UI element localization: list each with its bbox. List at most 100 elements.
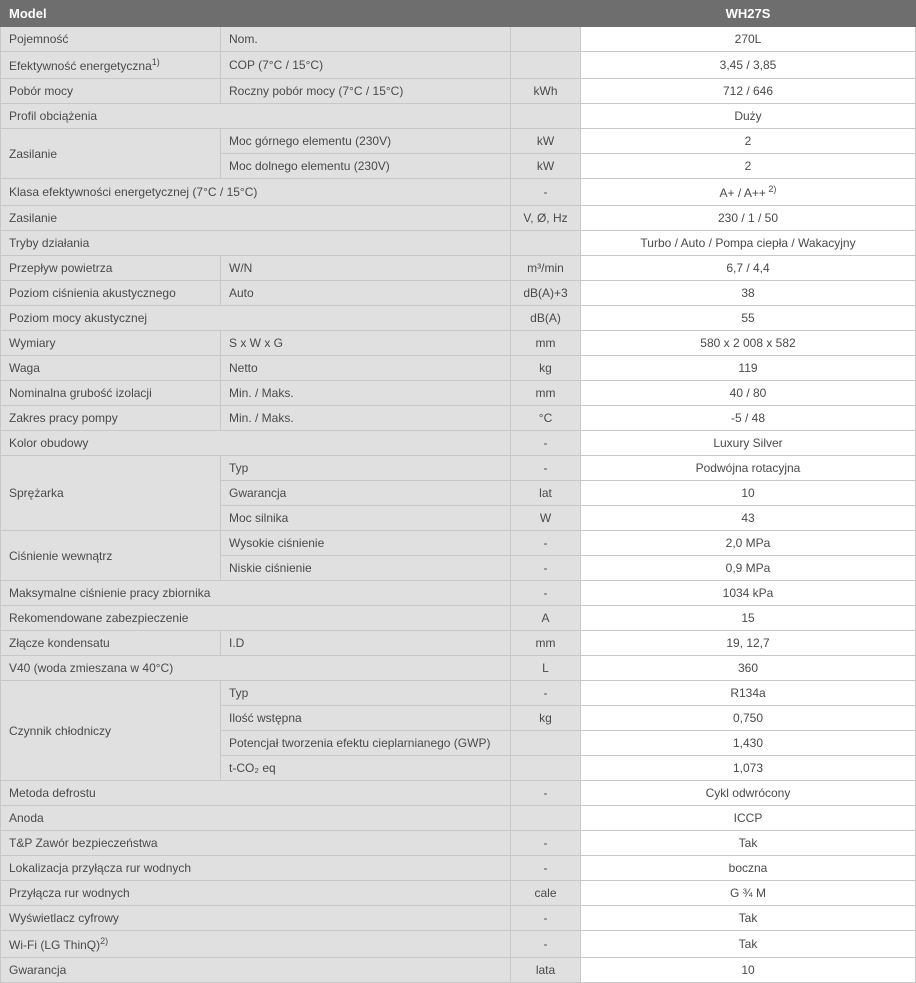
row-sublabel: Gwarancja bbox=[221, 481, 511, 506]
footnote-ref: 1) bbox=[152, 57, 160, 67]
table-row: Efektywność energetyczna1)COP (7°C / 15°… bbox=[1, 52, 916, 79]
row-label: Kolor obudowy bbox=[1, 431, 511, 456]
row-label: T&P Zawór bezpieczeństwa bbox=[1, 831, 511, 856]
row-value: 19, 12,7 bbox=[581, 631, 916, 656]
row-unit: mm bbox=[511, 331, 581, 356]
row-sublabel: Min. / Maks. bbox=[221, 406, 511, 431]
row-label: Lokalizacja przyłącza rur wodnych bbox=[1, 856, 511, 881]
table-row: Zakres pracy pompyMin. / Maks.°C-5 / 48 bbox=[1, 406, 916, 431]
row-value: Tak bbox=[581, 931, 916, 958]
row-label: Poziom mocy akustycznej bbox=[1, 306, 511, 331]
row-value: 10 bbox=[581, 958, 916, 983]
row-label: Zasilanie bbox=[1, 206, 511, 231]
row-value: 270L bbox=[581, 27, 916, 52]
row-label: Profil obciążenia bbox=[1, 104, 511, 129]
table-row: Ciśnienie wewnątrzWysokie ciśnienie-2,0 … bbox=[1, 531, 916, 556]
row-sublabel: Ilość wstępna bbox=[221, 706, 511, 731]
row-value: ICCP bbox=[581, 806, 916, 831]
row-unit: mm bbox=[511, 381, 581, 406]
row-value: Duży bbox=[581, 104, 916, 129]
row-label: Poziom ciśnienia akustycznego bbox=[1, 281, 221, 306]
row-unit bbox=[511, 731, 581, 756]
row-value: 2,0 MPa bbox=[581, 531, 916, 556]
row-unit: - bbox=[511, 681, 581, 706]
row-unit bbox=[511, 806, 581, 831]
row-value: 10 bbox=[581, 481, 916, 506]
row-unit: lata bbox=[511, 958, 581, 983]
row-label: Maksymalne ciśnienie pracy zbiornika bbox=[1, 581, 511, 606]
row-unit: kW bbox=[511, 154, 581, 179]
row-group-label: Ciśnienie wewnątrz bbox=[1, 531, 221, 581]
row-sublabel: I.D bbox=[221, 631, 511, 656]
row-unit: - bbox=[511, 906, 581, 931]
row-sublabel: Netto bbox=[221, 356, 511, 381]
row-unit: kg bbox=[511, 706, 581, 731]
row-unit: - bbox=[511, 531, 581, 556]
row-value: 0,9 MPa bbox=[581, 556, 916, 581]
row-value: 55 bbox=[581, 306, 916, 331]
row-sublabel: S x W x G bbox=[221, 331, 511, 356]
row-label: Pojemność bbox=[1, 27, 221, 52]
row-value: G ¾ M bbox=[581, 881, 916, 906]
row-label: Tryby działania bbox=[1, 231, 511, 256]
row-unit bbox=[511, 104, 581, 129]
row-unit: dB(A) bbox=[511, 306, 581, 331]
row-label: Metoda defrostu bbox=[1, 781, 511, 806]
row-unit: kWh bbox=[511, 79, 581, 104]
row-value: 1034 kPa bbox=[581, 581, 916, 606]
row-unit: dB(A)+3 bbox=[511, 281, 581, 306]
row-unit: m³/min bbox=[511, 256, 581, 281]
row-group-label: Sprężarka bbox=[1, 456, 221, 531]
row-sublabel: Nom. bbox=[221, 27, 511, 52]
table-row: AnodaICCP bbox=[1, 806, 916, 831]
row-unit bbox=[511, 27, 581, 52]
row-unit: - bbox=[511, 581, 581, 606]
table-row: SprężarkaTyp-Podwójna rotacyjna bbox=[1, 456, 916, 481]
row-label: Wymiary bbox=[1, 331, 221, 356]
row-label: V40 (woda zmieszana w 40°C) bbox=[1, 656, 511, 681]
table-row: Metoda defrostu-Cykl odwrócony bbox=[1, 781, 916, 806]
row-value: Turbo / Auto / Pompa ciepła / Wakacyjny bbox=[581, 231, 916, 256]
row-label: Rekomendowane zabezpieczenie bbox=[1, 606, 511, 631]
row-sublabel: COP (7°C / 15°C) bbox=[221, 52, 511, 79]
table-row: Wyświetlacz cyfrowy-Tak bbox=[1, 906, 916, 931]
row-value: A+ / A++ 2) bbox=[581, 179, 916, 206]
row-sublabel: Min. / Maks. bbox=[221, 381, 511, 406]
table-row: Przepływ powietrzaW/Nm³/min6,7 / 4,4 bbox=[1, 256, 916, 281]
row-label: Zakres pracy pompy bbox=[1, 406, 221, 431]
row-unit: - bbox=[511, 456, 581, 481]
row-value: 0,750 bbox=[581, 706, 916, 731]
row-unit: - bbox=[511, 831, 581, 856]
row-label: Gwarancja bbox=[1, 958, 511, 983]
row-value: 2 bbox=[581, 129, 916, 154]
row-unit: cale bbox=[511, 881, 581, 906]
table-row: Rekomendowane zabezpieczenieA15 bbox=[1, 606, 916, 631]
row-sublabel: Moc górnego elementu (230V) bbox=[221, 129, 511, 154]
row-sublabel: t-CO₂ eq bbox=[221, 756, 511, 781]
row-unit bbox=[511, 231, 581, 256]
row-value: 230 / 1 / 50 bbox=[581, 206, 916, 231]
row-value: 580 x 2 008 x 582 bbox=[581, 331, 916, 356]
footnote-ref: 2) bbox=[766, 184, 777, 194]
row-value: -5 / 48 bbox=[581, 406, 916, 431]
row-sublabel: Niskie ciśnienie bbox=[221, 556, 511, 581]
table-row: ZasilanieMoc górnego elementu (230V)kW2 bbox=[1, 129, 916, 154]
row-sublabel: Roczny pobór mocy (7°C / 15°C) bbox=[221, 79, 511, 104]
table-row: Klasa efektywności energetycznej (7°C / … bbox=[1, 179, 916, 206]
row-group-label: Czynnik chłodniczy bbox=[1, 681, 221, 781]
row-sublabel: W/N bbox=[221, 256, 511, 281]
row-sublabel: Potencjał tworzenia efektu cieplarnianeg… bbox=[221, 731, 511, 756]
table-row: T&P Zawór bezpieczeństwa-Tak bbox=[1, 831, 916, 856]
header-model-label: Model bbox=[1, 1, 581, 27]
row-label: Waga bbox=[1, 356, 221, 381]
row-value: boczna bbox=[581, 856, 916, 881]
row-value: 712 / 646 bbox=[581, 79, 916, 104]
table-row: ZasilanieV, Ø, Hz230 / 1 / 50 bbox=[1, 206, 916, 231]
footnote-ref: 2) bbox=[100, 936, 108, 946]
table-row: Profil obciążenia Duży bbox=[1, 104, 916, 129]
row-value: 3,45 / 3,85 bbox=[581, 52, 916, 79]
row-label: Efektywność energetyczna1) bbox=[1, 52, 221, 79]
row-value: 119 bbox=[581, 356, 916, 381]
row-label: Wyświetlacz cyfrowy bbox=[1, 906, 511, 931]
row-label: Przyłącza rur wodnych bbox=[1, 881, 511, 906]
